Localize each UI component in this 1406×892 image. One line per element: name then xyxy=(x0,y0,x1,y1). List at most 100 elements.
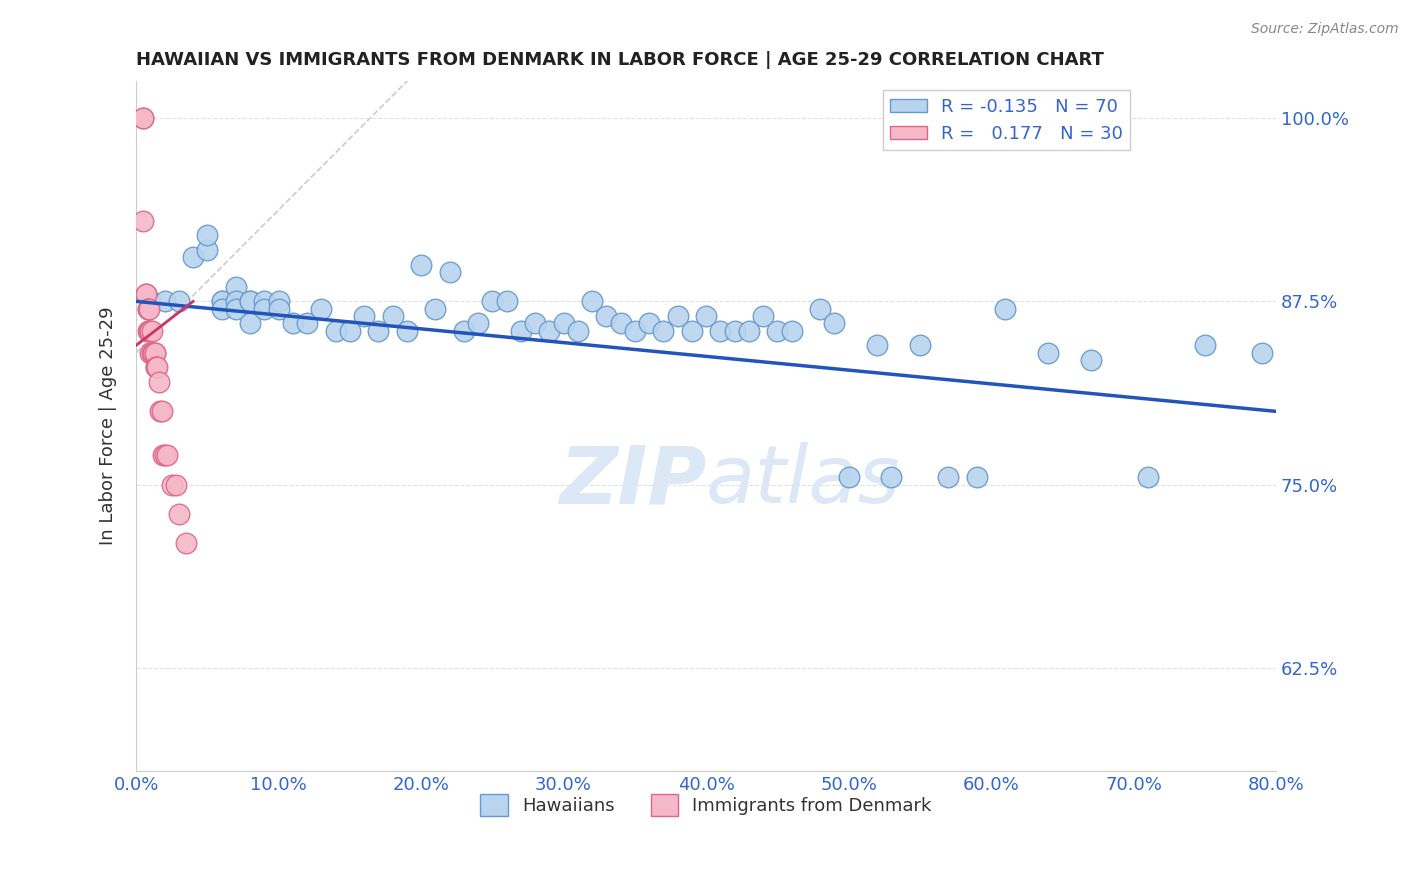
Point xyxy=(1036,345,1059,359)
Point xyxy=(1250,345,1272,359)
Point xyxy=(267,294,290,309)
Point xyxy=(1194,338,1216,352)
Point xyxy=(136,324,159,338)
Point xyxy=(325,324,347,338)
Point xyxy=(367,324,389,338)
Point xyxy=(766,324,789,338)
Legend: Hawaiians, Immigrants from Denmark: Hawaiians, Immigrants from Denmark xyxy=(474,788,939,823)
Point xyxy=(738,324,761,338)
Point xyxy=(139,345,162,359)
Point xyxy=(225,279,247,293)
Point xyxy=(695,309,717,323)
Point xyxy=(148,375,170,389)
Point xyxy=(595,309,617,323)
Point xyxy=(339,324,361,338)
Point xyxy=(866,338,889,352)
Point xyxy=(267,301,290,316)
Point xyxy=(966,470,988,484)
Point xyxy=(823,317,845,331)
Point xyxy=(681,324,703,338)
Point xyxy=(225,294,247,309)
Point xyxy=(149,404,172,418)
Point xyxy=(467,317,489,331)
Point xyxy=(509,324,531,338)
Point xyxy=(609,317,631,331)
Point xyxy=(780,324,803,338)
Point xyxy=(994,301,1017,316)
Point xyxy=(141,324,163,338)
Point xyxy=(136,301,159,316)
Point xyxy=(211,294,233,309)
Point xyxy=(908,338,931,352)
Point xyxy=(239,294,262,309)
Point xyxy=(239,294,262,309)
Point xyxy=(138,324,160,338)
Point xyxy=(837,470,859,484)
Point xyxy=(167,294,190,309)
Point xyxy=(132,213,155,227)
Point xyxy=(156,448,179,462)
Point xyxy=(132,111,155,125)
Point xyxy=(1136,470,1159,484)
Point xyxy=(139,324,162,338)
Text: atlas: atlas xyxy=(706,442,901,520)
Point xyxy=(453,324,475,338)
Point xyxy=(623,324,645,338)
Text: Source: ZipAtlas.com: Source: ZipAtlas.com xyxy=(1251,22,1399,37)
Point xyxy=(211,294,233,309)
Point xyxy=(142,345,165,359)
Text: ZIP: ZIP xyxy=(558,442,706,520)
Point xyxy=(225,301,247,316)
Point xyxy=(425,301,447,316)
Y-axis label: In Labor Force | Age 25-29: In Labor Force | Age 25-29 xyxy=(100,307,117,545)
Point xyxy=(146,360,169,375)
Point xyxy=(311,301,333,316)
Point xyxy=(143,345,166,359)
Point xyxy=(281,317,304,331)
Point xyxy=(581,294,603,309)
Point xyxy=(936,470,959,484)
Point xyxy=(880,470,903,484)
Point xyxy=(439,265,461,279)
Point xyxy=(409,258,432,272)
Point xyxy=(253,294,276,309)
Point xyxy=(567,324,589,338)
Point xyxy=(138,301,160,316)
Point xyxy=(752,309,775,323)
Point xyxy=(666,309,689,323)
Point xyxy=(495,294,517,309)
Point xyxy=(174,536,197,550)
Text: HAWAIIAN VS IMMIGRANTS FROM DENMARK IN LABOR FORCE | AGE 25-29 CORRELATION CHART: HAWAIIAN VS IMMIGRANTS FROM DENMARK IN L… xyxy=(136,51,1104,69)
Point xyxy=(153,294,176,309)
Point xyxy=(143,345,166,359)
Point xyxy=(524,317,547,331)
Point xyxy=(181,251,204,265)
Point xyxy=(152,448,174,462)
Point xyxy=(135,287,157,301)
Point xyxy=(167,507,190,521)
Point xyxy=(538,324,561,338)
Point xyxy=(139,294,162,309)
Point xyxy=(239,317,262,331)
Point xyxy=(652,324,675,338)
Point xyxy=(135,287,157,301)
Point xyxy=(145,360,167,375)
Point xyxy=(141,345,163,359)
Point xyxy=(553,317,575,331)
Point xyxy=(638,317,661,331)
Point xyxy=(160,477,183,491)
Point xyxy=(253,301,276,316)
Point xyxy=(381,309,404,323)
Point xyxy=(295,317,318,331)
Point xyxy=(353,309,375,323)
Point xyxy=(481,294,503,309)
Point xyxy=(195,228,218,243)
Point xyxy=(211,301,233,316)
Point xyxy=(723,324,745,338)
Point xyxy=(395,324,418,338)
Point xyxy=(153,448,176,462)
Point xyxy=(195,243,218,257)
Point xyxy=(165,477,187,491)
Point xyxy=(139,294,162,309)
Point xyxy=(1080,353,1102,368)
